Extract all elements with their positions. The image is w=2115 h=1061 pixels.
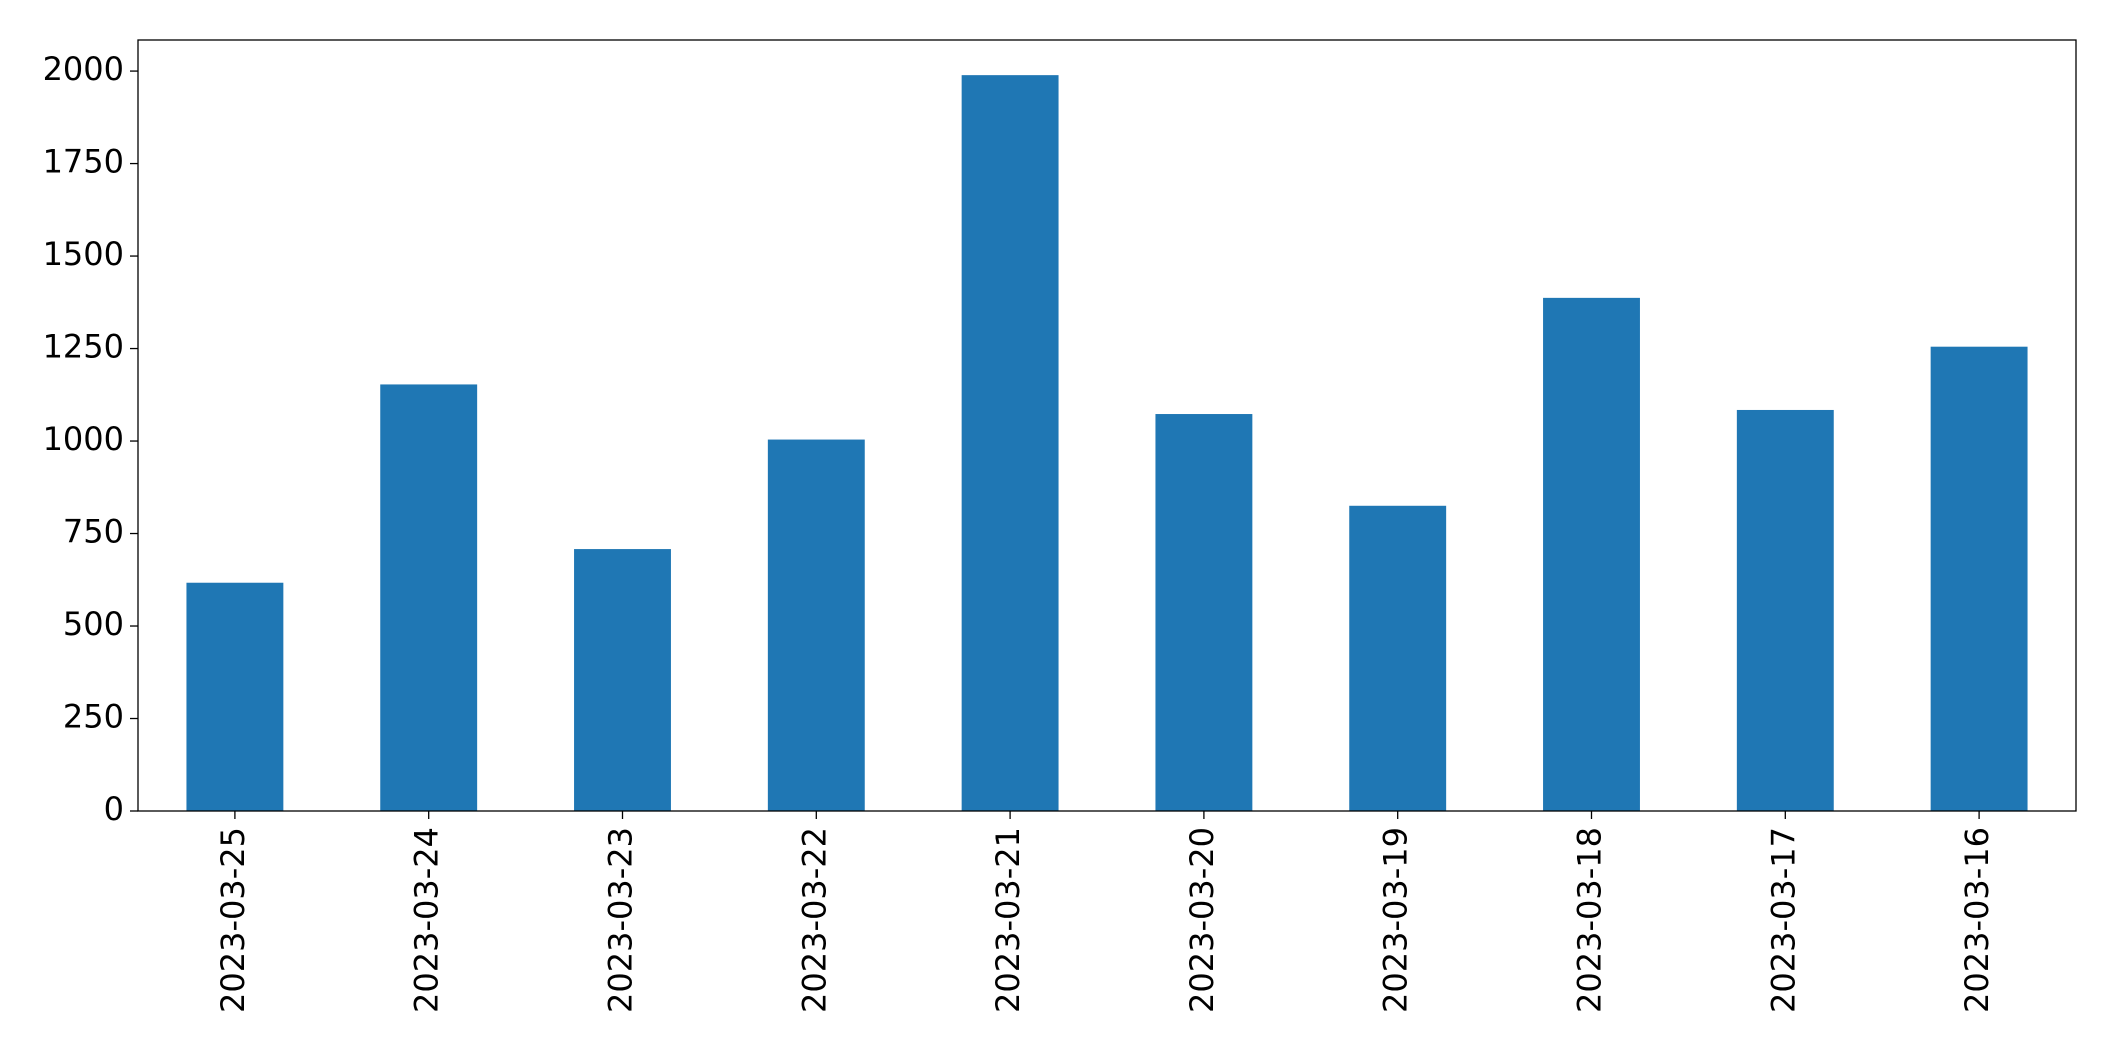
- y-tick-label: 1000: [43, 420, 124, 458]
- bar: [1349, 505, 1447, 811]
- x-tick-label: 2023-03-24: [408, 827, 446, 1013]
- x-tick-label: 2023-03-21: [989, 827, 1027, 1013]
- y-tick-label: 500: [63, 605, 124, 643]
- bar: [1155, 414, 1253, 811]
- x-tick-label: 2023-03-16: [1958, 827, 1996, 1013]
- y-tick-label: 0: [104, 790, 124, 828]
- bar: [767, 439, 865, 811]
- bar: [186, 582, 284, 811]
- x-tick-label: 2023-03-19: [1377, 827, 1415, 1013]
- bar: [1930, 346, 2028, 811]
- bar: [380, 384, 478, 811]
- bar: [574, 549, 671, 811]
- x-tick-label: 2023-03-25: [214, 827, 252, 1013]
- x-tick-label: 2023-03-18: [1571, 827, 1609, 1013]
- x-tick-label: 2023-03-20: [1183, 827, 1221, 1013]
- y-tick-label: 1750: [43, 143, 124, 181]
- y-tick-label: 1250: [43, 328, 124, 366]
- y-tick-label: 250: [63, 698, 124, 736]
- bar: [1543, 297, 1640, 811]
- bar: [1736, 409, 1834, 811]
- y-tick-label: 750: [63, 513, 124, 551]
- x-tick-label: 2023-03-17: [1764, 827, 1802, 1013]
- y-tick-label: 1500: [43, 235, 124, 273]
- plot-frame: [137, 39, 2077, 812]
- y-tick-label: 2000: [43, 50, 124, 88]
- x-tick-label: 2023-03-23: [602, 827, 640, 1013]
- bar: [961, 75, 1059, 811]
- x-tick-label: 2023-03-22: [795, 827, 833, 1013]
